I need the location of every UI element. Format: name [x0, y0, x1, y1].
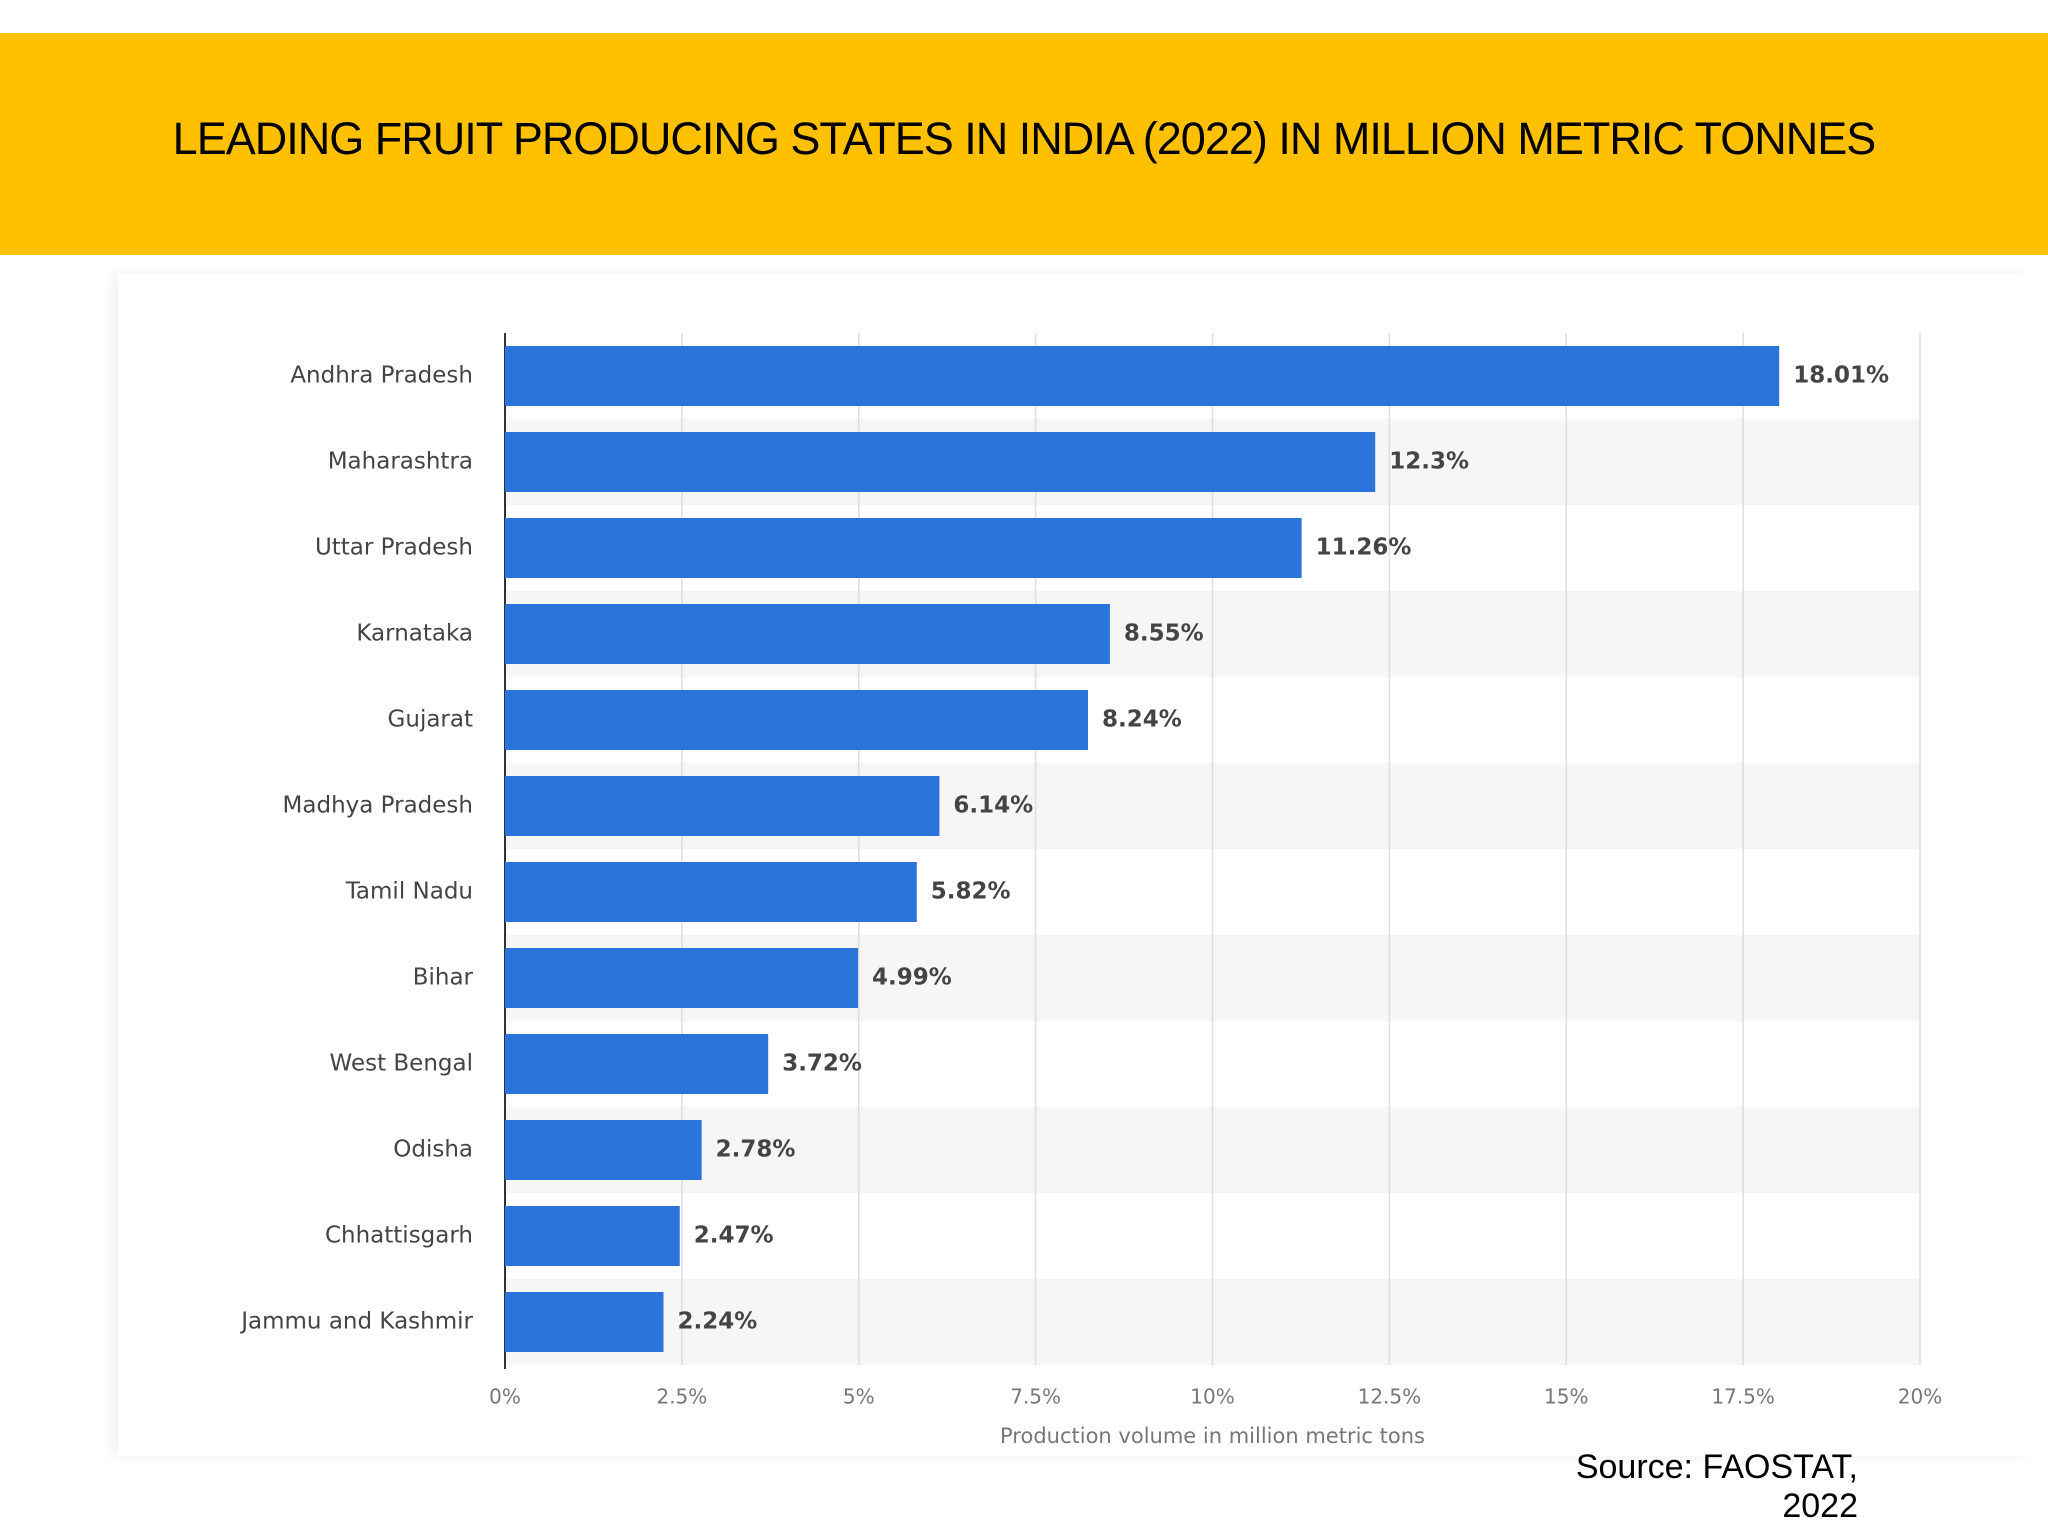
value-label: 2.47%: [694, 1223, 774, 1249]
page-title: LEADING FRUIT PRODUCING STATES IN INDIA …: [172, 113, 1877, 164]
y-tick-label: Gujarat: [388, 707, 473, 733]
y-tick-label: Jammu and Kashmir: [239, 1309, 473, 1335]
y-tick-label: Tamil Nadu: [345, 879, 473, 905]
bar: [505, 432, 1376, 492]
value-label: 11.26%: [1316, 535, 1412, 561]
bar: [505, 346, 1780, 406]
x-tick-label: 20%: [1898, 1385, 1942, 1409]
bar: [505, 1292, 664, 1352]
x-tick-label: 10%: [1190, 1385, 1234, 1409]
value-label: 6.14%: [953, 793, 1033, 819]
bar: [505, 948, 859, 1008]
bar: [505, 1034, 769, 1094]
y-tick-label: Odisha: [393, 1137, 473, 1163]
x-tick-label: 17.5%: [1711, 1385, 1775, 1409]
value-label: 18.01%: [1793, 363, 1889, 389]
y-tick-label: Madhya Pradesh: [283, 793, 473, 819]
x-tick-label: 12.5%: [1358, 1385, 1422, 1409]
value-label: 12.3%: [1389, 449, 1469, 475]
y-tick-label: Karnataka: [356, 621, 473, 647]
bar: [505, 1120, 702, 1180]
x-tick-label: 2.5%: [656, 1385, 707, 1409]
x-tick-label: 0%: [489, 1385, 521, 1409]
bar: [505, 862, 917, 922]
value-label: 5.82%: [931, 879, 1011, 905]
value-label: 3.72%: [782, 1051, 862, 1077]
y-tick-label: Chhattisgarh: [325, 1223, 473, 1249]
title-band: [0, 33, 2048, 255]
value-label: 4.99%: [872, 965, 952, 991]
x-tick-label: 15%: [1544, 1385, 1588, 1409]
value-label: 2.78%: [716, 1137, 796, 1163]
bar: [505, 776, 940, 836]
x-axis-label: Production volume in million metric tons: [1000, 1424, 1425, 1448]
x-tick-label: 5%: [843, 1385, 875, 1409]
x-tick-label: 7.5%: [1010, 1385, 1061, 1409]
y-tick-label: Andhra Pradesh: [290, 363, 473, 389]
y-tick-label: Uttar Pradesh: [315, 535, 473, 561]
value-label: 2.24%: [677, 1309, 757, 1335]
y-tick-label: Maharashtra: [328, 449, 473, 475]
value-label: 8.24%: [1102, 707, 1182, 733]
bar: [505, 604, 1110, 664]
y-tick-label: Bihar: [413, 965, 474, 991]
bar: [505, 690, 1088, 750]
bar: [505, 518, 1302, 578]
bar: [505, 1206, 680, 1266]
y-tick-label: West Bengal: [330, 1051, 473, 1077]
value-label: 8.55%: [1124, 621, 1204, 647]
source-note: Source: FAOSTAT, 2022: [1575, 1448, 1858, 1525]
